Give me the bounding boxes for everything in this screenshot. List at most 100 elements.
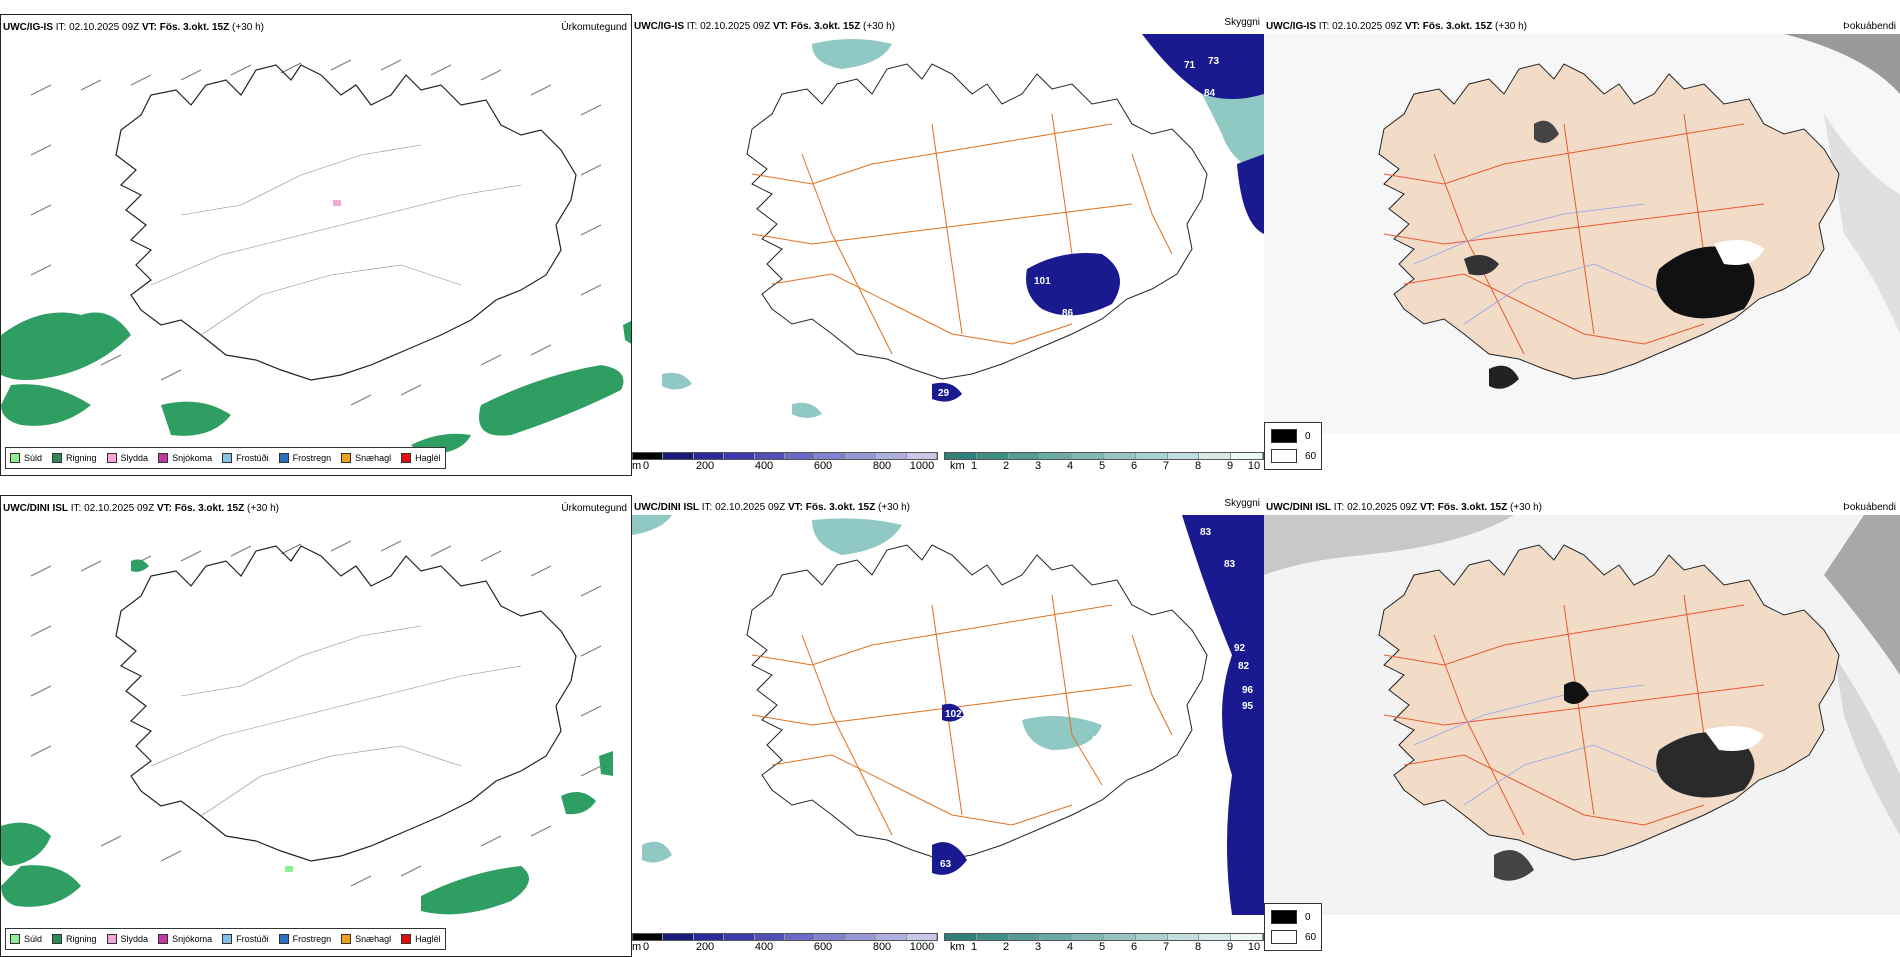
fog-legend-swatch [1271,930,1297,944]
legend-item: Súld [10,934,42,944]
model-name: UWC/DINI ISL [634,502,699,513]
vt-value: Fös. 3.okt. 15Z [805,502,876,513]
lead-time: (+30 h) [1495,21,1527,32]
legend-swatch [52,934,63,944]
legend-item: Frostúði [222,453,269,463]
lead-time: (+30 h) [878,502,910,513]
model-name: UWC/DINI ISL [3,503,68,514]
colorbar-tick: 10 [1247,941,1261,953]
fog-legend-row: 60 [1271,930,1316,944]
colorbar-tick: 400 [754,941,774,953]
legend-item: Snjókoma [158,453,212,463]
cloud-base-label: 31 [1092,735,1104,746]
legend-swatch [341,934,352,944]
cloud-base-colorbar: m 0 200 400 600 800 1000 [632,452,938,472]
colorbar-tick: 5 [1098,941,1106,953]
colorbar-tick: 4 [1066,941,1074,953]
it-value: 02.10.2025 09Z [69,22,140,33]
legend-item: Slydda [106,934,148,944]
fog-index-panel-2: UWC/DINI ISL IT: 02.10.2025 09Z VT: Fös.… [1264,495,1900,957]
vt-label: VT: [787,502,803,513]
legend-label: Frostregn [292,453,332,463]
cloud-base-label: 83 [1200,527,1212,538]
colorbar-unit: km [950,941,965,953]
colorbar-tick: 3 [1034,460,1042,472]
precip-legend: Súld Rigning Slydda Snjókoma Frostúði Fr… [5,447,446,469]
legend-label: Rigning [66,453,97,463]
legend-swatch [278,934,289,944]
lead-time: (+30 h) [247,503,279,514]
colorbar-tick: 7 [1162,460,1170,472]
colorbar-tick: 2 [1002,460,1010,472]
panel-header: UWC/DINI ISL IT: 02.10.2025 09Z VT: Fös.… [1266,501,1896,515]
colorbar-tick: 4 [1066,460,1074,472]
fog-legend-swatch [1271,910,1297,924]
panel-title: Úrkomutegund [561,22,627,33]
colorbar-tick: 3 [1034,941,1042,953]
legend-swatch [52,453,63,463]
colorbar-tick: 10 [1247,460,1261,472]
colorbar-tick: 9 [1226,460,1234,472]
colorbar-tick: 1000 [909,941,935,953]
fog-legend-label: 0 [1305,430,1311,442]
cloud-base-label: 63 [940,859,952,870]
cloud-base-label: 92 [1234,643,1246,654]
it-label: IT: [686,21,698,32]
cloud-base-label: 102 [945,709,962,720]
panel-header: UWC/IG-IS IT: 02.10.2025 09Z VT: Fös. 3.… [634,17,1260,34]
panel-header: UWC/DINI ISL IT: 02.10.2025 09Z VT: Fös.… [3,502,627,516]
vt-label: VT: [1404,21,1420,32]
fog-legend-label: 60 [1305,931,1317,943]
legend-swatch [278,453,289,463]
cloud-base-label: 101 [1034,276,1051,287]
colorbar-unit: km [950,460,965,472]
legend-item: Haglél [401,934,441,944]
colorbar-tick: 200 [695,941,715,953]
fog-legend-swatch [1271,429,1297,443]
colorbar-tick: 2 [1002,941,1010,953]
legend-label: Haglél [415,934,441,944]
legend-label: Snæhagl [355,453,392,463]
vt-label: VT: [1419,502,1435,513]
vt-value: Fös. 3.okt. 15Z [1422,21,1493,32]
legend-item: Rigning [52,934,97,944]
fog-legend-label: 0 [1305,911,1311,923]
legend-item: Haglél [401,453,441,463]
legend-item: Snæhagl [341,453,391,463]
panel-header: UWC/IG-IS IT: 02.10.2025 09Z VT: Fös. 3.… [3,21,627,35]
legend-label: Snjókoma [172,453,213,463]
legend-swatch [106,453,117,463]
legend-swatch [341,453,352,463]
legend-swatch [106,934,117,944]
precip-map [1,540,613,915]
legend-swatch [158,453,169,463]
it-value: 02.10.2025 09Z [1332,21,1403,32]
colorbar-unit: m [632,941,642,953]
lead-time: (+30 h) [863,21,895,32]
legend-item: Rigning [52,453,97,463]
vt-value: Fös. 3.okt. 15Z [174,503,245,514]
visibility-colorbar: km 1 2 3 4 5 6 7 8 9 10 [944,933,1264,953]
legend-swatch [10,453,20,463]
vt-label: VT: [141,22,157,33]
it-label: IT: [55,22,67,33]
cloud-base-panel-1: UWC/IG-IS IT: 02.10.2025 09Z VT: Fös. 3.… [632,14,1264,476]
colorbar-unit: m [632,460,642,472]
legend-swatch [10,934,20,944]
vt-value: Fös. 3.okt. 15Z [790,21,861,32]
fog-legend-label: 60 [1305,450,1317,462]
legend-swatch [158,934,169,944]
cloud-base-label: 29 [938,388,950,399]
legend-item: Slydda [106,453,148,463]
colorbar-tick: 200 [695,460,715,472]
model-name: UWC/IG-IS [3,22,53,33]
vt-label: VT: [156,503,172,514]
cloud-base-label: 31 [922,398,934,409]
colorbar-tick: 1 [970,941,978,953]
legend-label: Frostregn [292,934,332,944]
legend-label: Snjókoma [172,934,213,944]
panel-header: UWC/DINI ISL IT: 02.10.2025 09Z VT: Fös.… [634,498,1260,515]
panel-title: Þokuábendi [1843,21,1896,32]
colorbar-tick: 6 [1130,941,1138,953]
colorbar-tick: 7 [1162,941,1170,953]
